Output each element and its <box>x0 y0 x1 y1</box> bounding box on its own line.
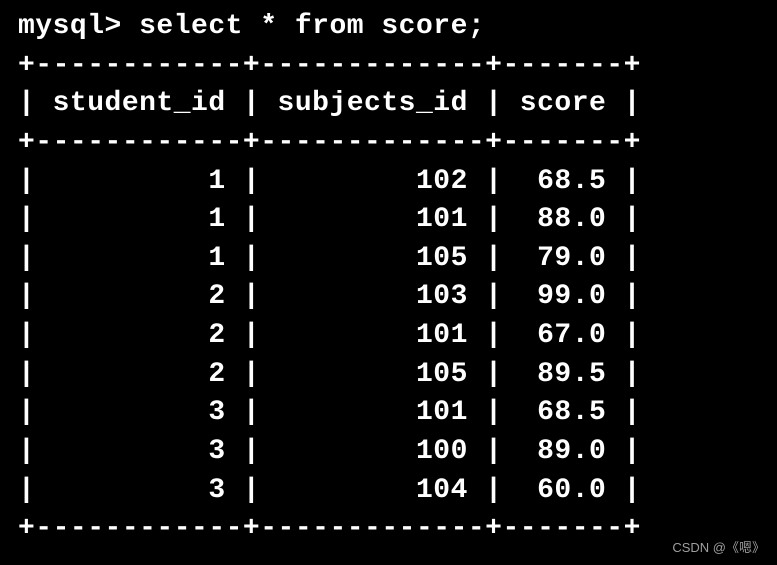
table-data-rows: | 1 | 102 | 68.5 | | 1 | 101 | 88.0 | | … <box>18 166 641 506</box>
table-border-bottom: +------------+-------------+-------+ <box>18 513 641 544</box>
mysql-prompt: mysql> <box>18 11 139 42</box>
terminal-output: mysql> select * from score; +-----------… <box>18 8 759 549</box>
table-border-mid: +------------+-------------+-------+ <box>18 127 641 158</box>
table-border-top: +------------+-------------+-------+ <box>18 50 641 81</box>
sql-query: select * from score; <box>139 11 485 42</box>
csdn-watermark: CSDN @《嗯》 <box>672 539 765 557</box>
table-header-row: | student_id | subjects_id | score | <box>18 88 641 119</box>
